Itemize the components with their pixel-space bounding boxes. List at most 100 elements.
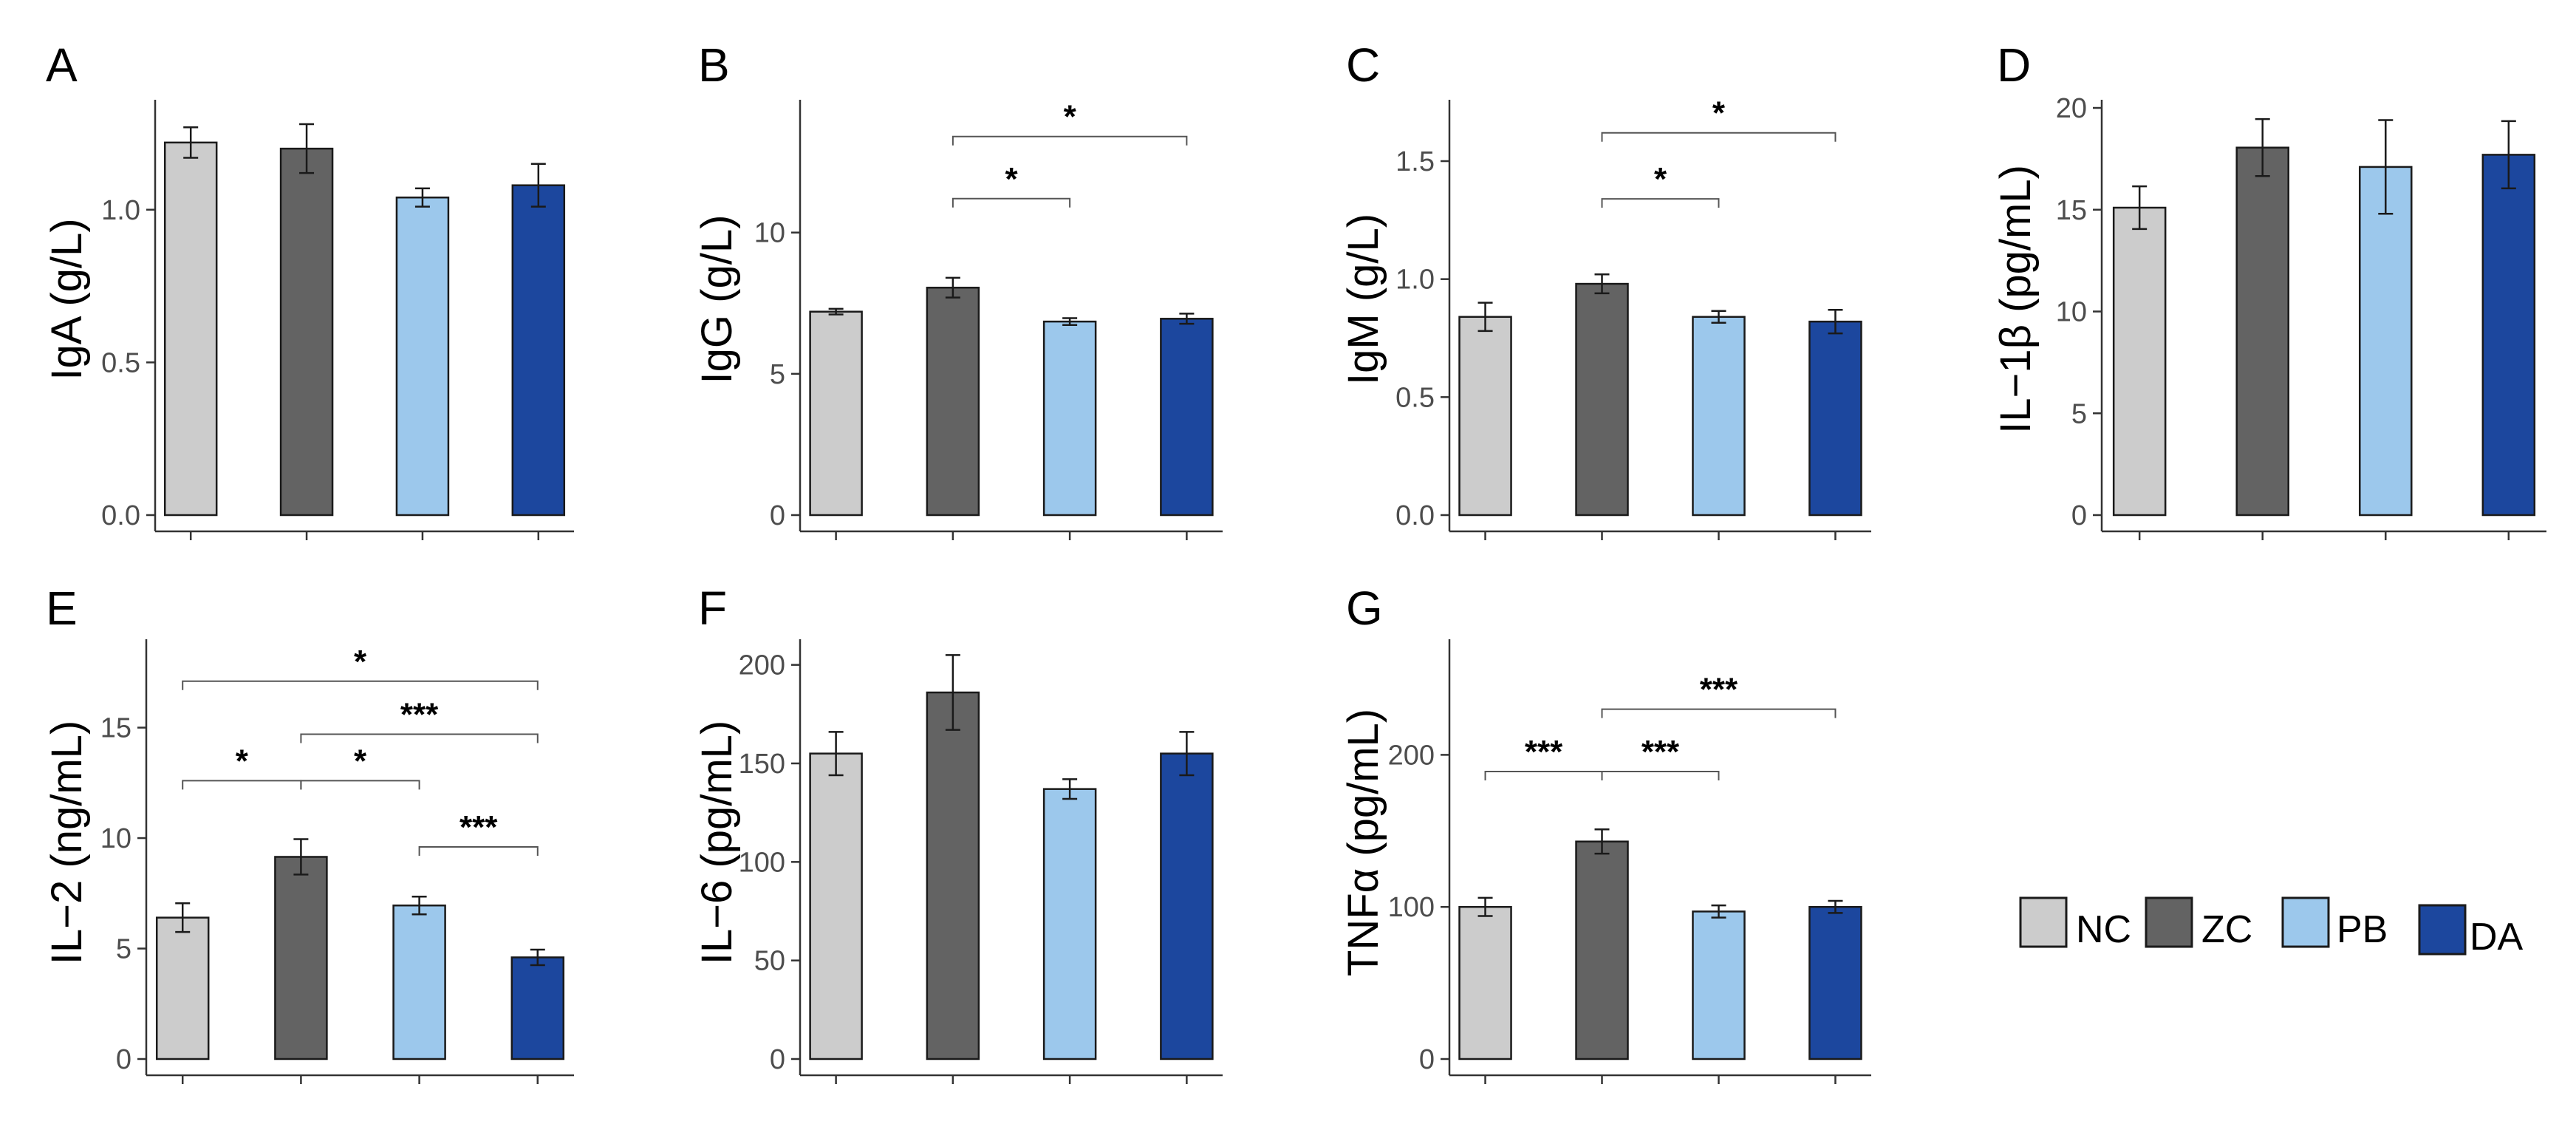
y-axis-title: IgA (g/L) [43, 218, 91, 380]
significance-label: * [1654, 161, 1667, 197]
y-tick-label: 15 [2056, 195, 2087, 226]
bar-da [1808, 320, 1862, 517]
bar-da [511, 184, 566, 517]
significance-label: * [236, 743, 249, 779]
panel-label: C [1346, 38, 1380, 92]
y-tick-label: 5 [116, 934, 131, 965]
bar-da [2481, 154, 2536, 517]
y-tick-label: 100 [1388, 892, 1435, 923]
chart-panel-d: D IL−1β (pg/mL) 0 5 10 15 20 [1992, 38, 2546, 540]
bar-nc [163, 141, 218, 517]
panel-label: E [46, 582, 78, 635]
significance-bracket [1601, 132, 1837, 142]
significance-bracket [952, 135, 1188, 146]
y-tick-label: 150 [739, 749, 785, 780]
panel-label: G [1346, 582, 1383, 635]
y-tick-label: 1.5 [1395, 146, 1435, 177]
legend: NC ZC PB DA [2019, 896, 2524, 959]
bar-pb [1692, 910, 1746, 1060]
bar-zc [274, 856, 328, 1060]
y-tick-label: 0.0 [1395, 500, 1435, 531]
y-axis-title: IgG (g/L) [693, 215, 741, 384]
bar-da [1160, 318, 1214, 517]
y-tick-label: 0 [1419, 1044, 1435, 1075]
y-tick-label: 0 [770, 500, 785, 531]
bar-nc [809, 752, 863, 1060]
chart-panel-c: C IgM (g/L) 0.0 0.5 1.0 1.5 * * [1339, 38, 1871, 540]
significance-bracket [1601, 708, 1837, 718]
panel-label: F [698, 582, 727, 635]
y-tick-label: 5 [2071, 398, 2087, 429]
y-tick-label: 1.0 [101, 195, 140, 226]
legend-item-pb: PB [2281, 896, 2388, 951]
bar-nc [1458, 905, 1512, 1060]
significance-label: * [1005, 161, 1018, 197]
legend-label: PB [2337, 908, 2388, 951]
bar-pb [2359, 166, 2413, 517]
legend-swatch-pb [2281, 896, 2330, 948]
bar-pb [395, 196, 450, 517]
legend-label: DA [2470, 916, 2524, 959]
y-tick-label: 20 [2056, 93, 2087, 124]
panel-label: D [1997, 38, 2031, 92]
y-tick-label: 100 [739, 847, 785, 878]
y-axis-title: TNFα (pg/mL) [1339, 709, 1387, 976]
bar-zc [1575, 840, 1629, 1060]
y-axis-title: IgM (g/L) [1339, 214, 1387, 385]
bar-pb [1042, 320, 1097, 517]
significance-bracket [418, 846, 539, 857]
significance-bracket [182, 680, 539, 690]
chart-panel-f: F IL−6 (pg/mL) 0 50 100 150 200 [693, 582, 1223, 1084]
significance-bracket [300, 780, 420, 790]
significance-label: *** [459, 809, 498, 845]
significance-label: * [1064, 99, 1077, 135]
y-tick-label: 200 [1388, 740, 1435, 771]
bar-nc [809, 310, 863, 517]
bar-pb [392, 904, 446, 1060]
y-tick-label: 0 [2071, 500, 2087, 531]
bar-pb [1042, 788, 1097, 1060]
significance-label: * [354, 644, 367, 680]
chart-panel-g: G TNFα (pg/mL) 0 100 200 *** *** *** [1339, 582, 1871, 1084]
legend-item-nc: NC [2019, 896, 2131, 951]
bar-zc [926, 286, 980, 517]
legend-swatch-zc [2145, 896, 2193, 948]
significance-bracket [300, 733, 539, 743]
bar-da [1808, 905, 1862, 1060]
y-tick-label: 1.0 [1395, 265, 1435, 296]
bar-zc [926, 691, 980, 1060]
significance-bracket [1601, 198, 1720, 208]
y-axis-title: IL−1β (pg/mL) [1992, 165, 2040, 434]
y-tick-label: 0 [770, 1044, 785, 1075]
legend-item-zc: ZC [2145, 896, 2252, 951]
y-axis-title: IL−2 (ng/mL) [43, 721, 91, 964]
significance-label: *** [1700, 672, 1738, 708]
bar-nc [1458, 316, 1512, 517]
panel-label: B [698, 38, 730, 92]
y-tick-label: 0.5 [101, 347, 140, 378]
chart-panel-b: B IgG (g/L) 0 5 10 * * [693, 38, 1223, 540]
significance-label: * [1712, 95, 1726, 132]
bar-zc [1575, 282, 1629, 517]
significance-bracket [1601, 771, 1720, 781]
y-tick-label: 50 [754, 946, 785, 977]
bar-da [510, 956, 565, 1060]
significance-label: *** [1641, 734, 1680, 770]
significance-label: * [354, 743, 367, 779]
y-tick-label: 10 [754, 218, 785, 249]
bar-zc [2235, 146, 2289, 517]
y-tick-label: 0.5 [1395, 382, 1435, 413]
y-tick-label: 0 [116, 1044, 131, 1075]
significance-bracket [1484, 771, 1603, 781]
significance-bracket [182, 780, 302, 790]
y-tick-label: 0.0 [101, 500, 140, 531]
y-tick-label: 10 [100, 823, 131, 854]
bar-nc [2112, 206, 2167, 517]
legend-swatch-nc [2019, 896, 2068, 948]
legend-label: ZC [2201, 908, 2252, 951]
significance-label: *** [400, 697, 439, 733]
significance-bracket [952, 197, 1071, 208]
y-axis-title: IL−6 (pg/mL) [693, 721, 741, 964]
y-tick-label: 5 [770, 359, 785, 390]
